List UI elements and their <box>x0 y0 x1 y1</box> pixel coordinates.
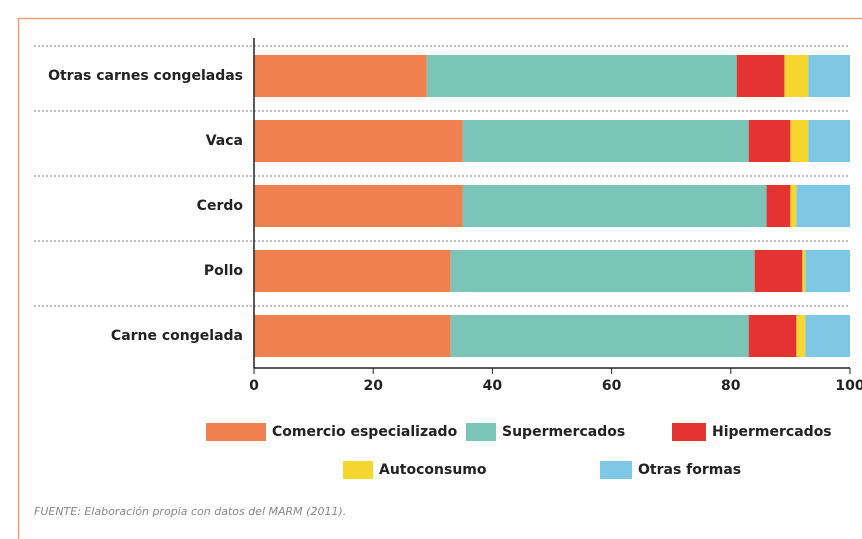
x-tick-label: 0 <box>249 378 259 394</box>
bar-segment <box>802 250 806 292</box>
bar-segment <box>790 120 809 162</box>
y-tick-label: Otras carnes congeladas <box>48 68 243 84</box>
legend-swatch <box>600 461 632 479</box>
legend-label: Otras formas <box>638 462 741 478</box>
bar-segment <box>805 315 850 357</box>
bar-segment <box>736 55 785 97</box>
bar-segment <box>766 185 791 227</box>
bar-segment <box>462 185 767 227</box>
bar-segment <box>450 315 749 357</box>
source-note: FUENTE: Elaboración propia con datos del… <box>34 505 346 518</box>
x-tick-label: 80 <box>721 378 741 394</box>
bar-segment <box>254 55 427 97</box>
bar-segment <box>426 55 737 97</box>
bar-segment <box>754 250 803 292</box>
bar-segment <box>808 55 850 97</box>
bar-segment <box>450 250 755 292</box>
bar-segment <box>254 185 463 227</box>
legend-label: Comercio especializado <box>272 424 458 440</box>
legend-swatch <box>672 423 706 441</box>
legend-swatch <box>343 461 373 479</box>
bar-segment <box>254 120 463 162</box>
y-tick-label: Pollo <box>204 263 243 279</box>
legend-label: Hipermercados <box>712 424 832 440</box>
legend-label: Autoconsumo <box>379 462 487 478</box>
bar-segment <box>748 315 797 357</box>
x-tick-label: 60 <box>602 378 622 394</box>
frame <box>17 17 862 539</box>
y-tick-label: Carne congelada <box>111 328 243 344</box>
bar-segment <box>748 120 791 162</box>
x-tick-label: 20 <box>363 378 383 394</box>
y-tick-label: Cerdo <box>197 198 244 214</box>
bar-segment <box>784 55 809 97</box>
bar-segment <box>254 250 451 292</box>
x-tick-label: 100 <box>835 378 862 394</box>
legend-swatch <box>206 423 266 441</box>
bar-segment <box>796 185 850 227</box>
y-tick-label: Vaca <box>206 133 243 149</box>
bar-segment <box>805 250 850 292</box>
bar-segment <box>790 185 797 227</box>
bar-segment <box>254 315 451 357</box>
bar-segment <box>808 120 850 162</box>
x-tick-label: 40 <box>483 378 503 394</box>
legend-label: Supermercados <box>502 424 625 440</box>
bar-segment <box>796 315 806 357</box>
legend-swatch <box>466 423 496 441</box>
bar-segment <box>462 120 749 162</box>
